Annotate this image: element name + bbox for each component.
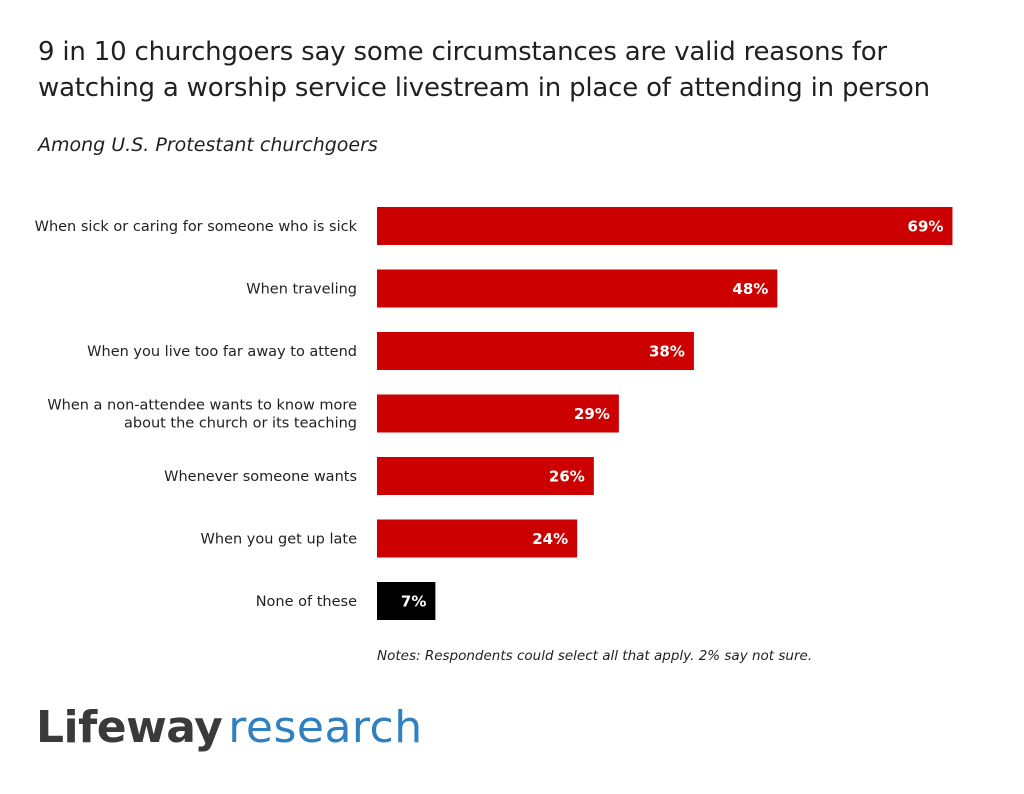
category-label-1-line-0: When traveling (246, 282, 357, 298)
category-label-2-line-0: When you live too far away to attend (87, 344, 357, 360)
bar-3 (377, 394, 619, 433)
category-label-0-line-0: When sick or caring for someone who is s… (35, 219, 358, 235)
category-label-4-line-0: Whenever someone wants (164, 469, 357, 485)
bar-5 (377, 519, 578, 558)
category-label-5: When you get up late (201, 532, 358, 548)
lifeway-research-logo: Lifeway research (36, 700, 423, 756)
category-label-3: When a non-attendee wants to know more ab… (47, 398, 357, 432)
chart-title: 9 in 10 churchgoers say some circumstanc… (38, 34, 998, 106)
category-label-3-line-0: When a non-attendee wants to know more (47, 398, 357, 414)
chart-title-line-1: 9 in 10 churchgoers say some circumstanc… (38, 37, 887, 67)
value-label-0: 69% (908, 218, 944, 236)
bar-chart: 69% When sick or caring for someone who i… (35, 207, 953, 620)
value-label-3: 29% (574, 405, 610, 423)
bar-1 (377, 269, 778, 308)
value-label-2: 38% (649, 343, 685, 361)
chart-subtitle: Among U.S. Protestant churchgoers (38, 134, 378, 156)
logo-suffix: research (228, 702, 423, 753)
category-label-5-line-0: When you get up late (201, 532, 358, 548)
logo-brand: Lifeway (36, 702, 223, 753)
category-label-6: None of these (256, 594, 357, 610)
bar-0 (377, 207, 953, 245)
bar-2 (377, 332, 694, 370)
category-label-2: When you live too far away to attend (87, 344, 357, 360)
category-label-1: When traveling (246, 282, 357, 298)
value-label-1: 48% (732, 280, 768, 298)
category-label-0: When sick or caring for someone who is s… (35, 219, 358, 235)
chart-note: Notes: Respondents could select all that… (377, 648, 813, 664)
category-label-3-line-1: about the church or its teaching (124, 416, 357, 432)
value-label-4: 26% (549, 468, 585, 486)
category-label-4: Whenever someone wants (164, 469, 357, 485)
bar-4 (377, 457, 594, 495)
bar-6 (377, 582, 436, 620)
value-label-5: 24% (532, 530, 568, 548)
chart-title-line-2: watching a worship service livestream in… (38, 73, 930, 103)
category-label-6-line-0: None of these (256, 594, 357, 610)
value-label-6: 7% (401, 593, 426, 611)
